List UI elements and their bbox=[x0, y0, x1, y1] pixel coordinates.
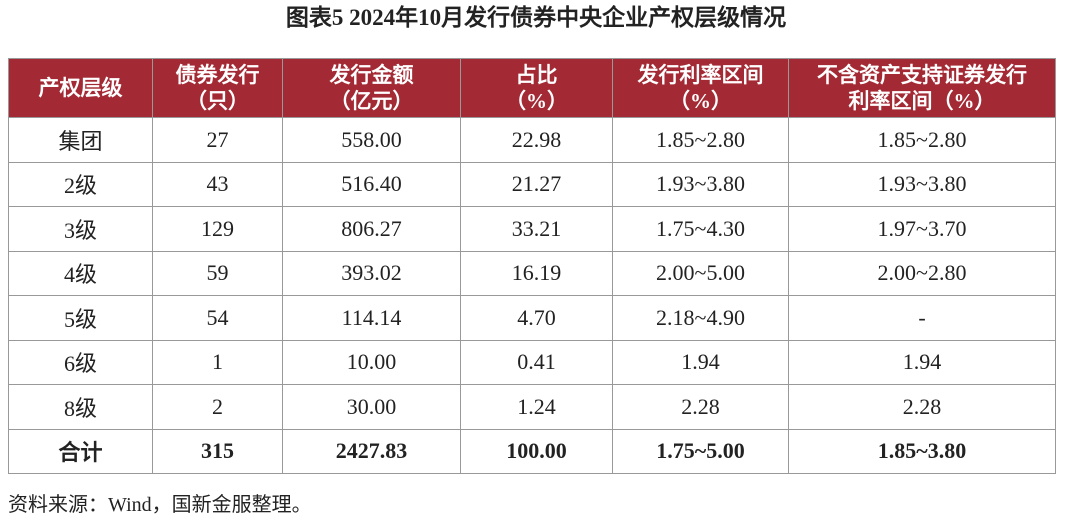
table-cell: - bbox=[788, 295, 1056, 341]
header-cell: 发行利率区间 （%） bbox=[612, 58, 789, 118]
table-cell: 806.27 bbox=[282, 206, 461, 252]
table-cell: 2.28 bbox=[612, 384, 789, 430]
table-cell: 1.75~5.00 bbox=[612, 428, 789, 474]
table-cell: 1.85~2.80 bbox=[612, 117, 789, 163]
table-cell: 集团 bbox=[8, 117, 153, 163]
table-cell: 4级 bbox=[8, 250, 153, 296]
table-row: 集团 27 558.00 22.98 1.85~2.80 1.85~2.80 bbox=[8, 117, 1056, 163]
header-cell: 占比 （%） bbox=[460, 58, 613, 118]
table-cell: 4.70 bbox=[460, 295, 613, 341]
table-cell: 2427.83 bbox=[282, 428, 461, 474]
table-row: 2级 43 516.40 21.27 1.93~3.80 1.93~3.80 bbox=[8, 161, 1056, 207]
table-cell: 3级 bbox=[8, 206, 153, 252]
header-cell: 发行金额 （亿元） bbox=[282, 58, 461, 118]
header-cell: 债券发行 （只） bbox=[152, 58, 283, 118]
table-cell: 1.94 bbox=[788, 339, 1056, 385]
table-cell: 27 bbox=[152, 117, 283, 163]
table-cell: 1.97~3.70 bbox=[788, 206, 1056, 252]
table-row: 6级 1 10.00 0.41 1.94 1.94 bbox=[8, 339, 1056, 385]
table-cell: 54 bbox=[152, 295, 283, 341]
table-cell: 合计 bbox=[8, 428, 153, 474]
source-note: 资料来源：Wind，国新金服整理。 bbox=[8, 494, 312, 516]
header-cell: 不含资产支持证券发行 利率区间（%） bbox=[788, 58, 1056, 118]
table-cell: 1 bbox=[152, 339, 283, 385]
table-body: 集团 27 558.00 22.98 1.85~2.80 1.85~2.80 2级 43 516… bbox=[8, 117, 1056, 474]
header-cell: 产权层级 bbox=[8, 58, 153, 118]
table-cell: 1.75~4.30 bbox=[612, 206, 789, 252]
table-cell: 21.27 bbox=[460, 161, 613, 207]
table-cell: 129 bbox=[152, 206, 283, 252]
table-cell: 8级 bbox=[8, 384, 153, 430]
title: 图表5 2024年10月发行债券中央企业产权层级情况 bbox=[285, 5, 787, 30]
table-cell: 33.21 bbox=[460, 206, 613, 252]
table-cell: 10.00 bbox=[282, 339, 461, 385]
table-cell: 6级 bbox=[8, 339, 153, 385]
table-cell: 558.00 bbox=[282, 117, 461, 163]
table-cell: 1.85~3.80 bbox=[788, 428, 1056, 474]
table-cell: 2.00~5.00 bbox=[612, 250, 789, 296]
table-cell: 2 bbox=[152, 384, 283, 430]
table-row: 8级 2 30.00 1.24 2.28 2.28 bbox=[8, 384, 1056, 430]
table-cell: 393.02 bbox=[282, 250, 461, 296]
table-cell: 1.93~3.80 bbox=[612, 161, 789, 207]
table-row: 合计 315 2427.83 100.00 1.75~5.00 1.85~3.80 bbox=[8, 428, 1056, 474]
table-cell: 22.98 bbox=[460, 117, 613, 163]
table-row: 5级 54 114.14 4.70 2.18~4.90- bbox=[8, 295, 1056, 341]
table-cell: 100.00 bbox=[460, 428, 613, 474]
table-row: 4级 59 393.02 16.19 2.00~5.00 2.00~2.80 bbox=[8, 250, 1056, 296]
table: 产权层级 债券发行 （只） 发行金额 （亿元） 占比 （%） 发行利率区间 （%） 不含资… bbox=[8, 58, 1056, 474]
table-cell: 114.14 bbox=[282, 295, 461, 341]
table-cell: 30.00 bbox=[282, 384, 461, 430]
table-cell: 59 bbox=[152, 250, 283, 296]
table-cell: 315 bbox=[152, 428, 283, 474]
table-cell: 0.41 bbox=[460, 339, 613, 385]
table-cell: 2.18~4.90 bbox=[612, 295, 789, 341]
table-cell: 516.40 bbox=[282, 161, 461, 207]
table-cell: 2.00~2.80 bbox=[788, 250, 1056, 296]
table-row: 3级 129 806.27 33.21 1.75~4.30 1.97~3.70 bbox=[8, 206, 1056, 252]
table-cell: 43 bbox=[152, 161, 283, 207]
table-cell: 1.93~3.80 bbox=[788, 161, 1056, 207]
header-row: 产权层级 债券发行 （只） 发行金额 （亿元） 占比 （%） 发行利率区间 （%） 不含资… bbox=[8, 58, 1056, 118]
table-cell: 2.28 bbox=[788, 384, 1056, 430]
table-cell: 16.19 bbox=[460, 250, 613, 296]
table-cell: 1.24 bbox=[460, 384, 613, 430]
table-cell: 1.85~2.80 bbox=[788, 117, 1056, 163]
table-cell: 5级 bbox=[8, 295, 153, 341]
table-cell: 2级 bbox=[8, 161, 153, 207]
table-cell: 1.94 bbox=[612, 339, 789, 385]
